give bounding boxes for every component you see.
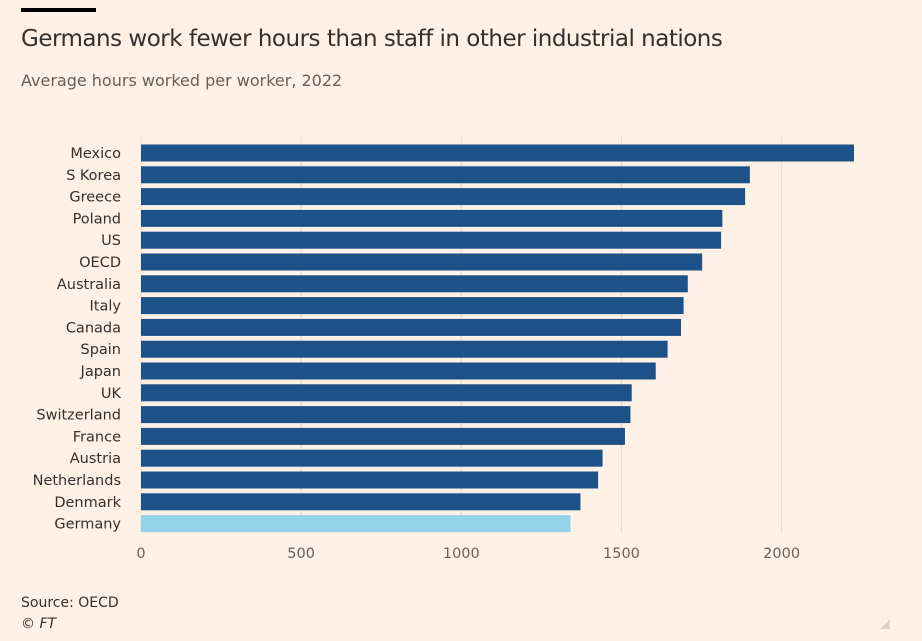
copyright-note: © FT [21, 616, 57, 632]
category-label: Mexico [70, 146, 121, 162]
category-label: Netherlands [33, 473, 121, 489]
bar [141, 188, 746, 206]
category-label: OECD [79, 255, 121, 271]
category-label: UK [101, 386, 122, 402]
category-label: Canada [66, 320, 121, 336]
source-note: Source: OECD [21, 595, 119, 611]
resize-handle [880, 619, 890, 629]
x-tick-label: 500 [287, 546, 315, 562]
x-tick-label: 2000 [763, 546, 800, 562]
chart-title: Germans work fewer hours than staff in o… [21, 26, 723, 52]
bar [141, 406, 631, 424]
bar [141, 471, 599, 489]
bar [141, 427, 625, 445]
category-label: Australia [57, 277, 121, 293]
category-label: US [101, 233, 121, 249]
bar [141, 297, 684, 315]
category-label: Japan [80, 364, 121, 380]
bar [141, 362, 656, 380]
bar [141, 209, 723, 227]
chart-subtitle: Average hours worked per worker, 2022 [21, 71, 343, 90]
bar [141, 384, 632, 402]
category-label: Denmark [54, 495, 121, 511]
category-label: Poland [73, 211, 121, 227]
x-tick-label: 0 [136, 546, 145, 562]
bar [141, 166, 750, 184]
bar [141, 340, 668, 358]
category-label: France [73, 429, 121, 445]
category-label: Austria [70, 451, 121, 467]
x-tick-label: 1000 [443, 546, 480, 562]
bar [141, 515, 571, 533]
category-label: Italy [90, 299, 122, 315]
category-label: S Korea [66, 168, 121, 184]
category-label: Greece [69, 190, 121, 206]
x-tick-label: 1500 [603, 546, 640, 562]
bar [141, 493, 581, 511]
category-label: Germany [54, 517, 121, 533]
category-label: Spain [80, 342, 121, 358]
category-label: Switzerland [36, 408, 121, 424]
title-rule [21, 8, 96, 12]
bar [141, 144, 854, 162]
bar [141, 275, 688, 293]
bar [141, 253, 703, 271]
bar [141, 449, 603, 467]
bar [141, 318, 682, 336]
bar [141, 231, 722, 249]
